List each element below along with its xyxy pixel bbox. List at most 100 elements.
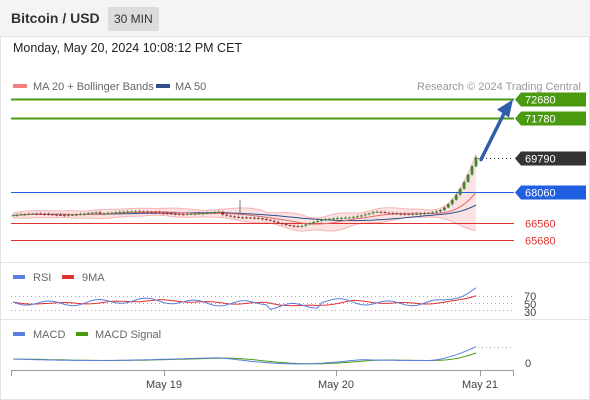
candle-body <box>288 224 292 226</box>
candle-body <box>169 213 173 215</box>
candle-body <box>308 223 312 225</box>
candle-body <box>371 212 375 214</box>
candle-body <box>78 214 82 216</box>
candle-body <box>336 218 339 220</box>
candle-body <box>383 212 387 214</box>
level-tag-65680: 65680 <box>525 236 556 248</box>
candle-body <box>225 214 229 216</box>
svg-text:71780: 71780 <box>525 114 556 126</box>
macd-label-0: 0 <box>525 358 531 370</box>
candle-body <box>466 174 470 183</box>
legend-label-macd: MACD <box>33 329 65 341</box>
candle-body <box>39 213 43 215</box>
rsi-label-30: 30 <box>524 307 536 319</box>
candle-body <box>470 166 474 175</box>
candle-body <box>241 217 244 219</box>
svg-text:66560: 66560 <box>525 219 556 231</box>
candle-body <box>328 218 331 220</box>
candle-body <box>363 214 367 216</box>
candle-body <box>268 219 272 221</box>
candle-body <box>181 214 185 216</box>
candle-body <box>427 212 430 214</box>
x-tick-label-may20: May 20 <box>318 379 354 391</box>
candle-body <box>415 213 419 215</box>
candle-body <box>320 219 324 221</box>
candle-body <box>446 204 450 208</box>
candle-body <box>138 211 142 213</box>
candle-body <box>391 212 395 214</box>
legend-swatch-macd-signal <box>76 332 88 336</box>
rsi-line <box>12 287 477 310</box>
svg-text:69790: 69790 <box>525 154 556 166</box>
legend-label-ma20: MA 20 + Bollinger Bands <box>33 81 154 93</box>
candle-body <box>272 220 276 222</box>
candle-body <box>201 213 205 215</box>
legend-swatch-macd <box>13 332 25 336</box>
candle-body <box>158 212 161 214</box>
candle-body <box>431 212 434 214</box>
candle-body <box>122 211 126 213</box>
legend-swatch-rsi <box>13 275 25 279</box>
candle-body <box>90 212 94 214</box>
candle-body <box>185 214 189 216</box>
macd-signal-line <box>12 352 477 365</box>
interval-badge[interactable]: 30 MIN <box>108 7 159 31</box>
candle-body <box>260 218 264 220</box>
candle-body <box>110 212 114 214</box>
candle-body <box>296 226 300 228</box>
candle-body <box>355 216 359 218</box>
candle-body <box>359 215 363 217</box>
candle-body <box>280 223 284 225</box>
candle-body <box>55 214 58 216</box>
forecast-arrow <box>479 109 507 162</box>
bollinger-lower-line <box>12 214 477 232</box>
candle-body <box>454 194 458 200</box>
candle-body <box>438 210 442 212</box>
candle-body <box>130 211 134 213</box>
candle-body <box>213 212 217 214</box>
candle-body <box>27 213 31 215</box>
candle-body <box>458 188 462 195</box>
legend-label-macd-signal: MACD Signal <box>95 329 161 341</box>
macd-line <box>12 346 477 365</box>
x-tick-label-may19: May 19 <box>146 379 182 391</box>
rsi-label-50: 50 <box>524 299 536 311</box>
candle-body <box>82 213 86 215</box>
level-tag-69790: 69790 <box>515 151 586 166</box>
candle-body <box>134 211 138 213</box>
candle-body <box>173 213 177 215</box>
candle-body <box>423 213 426 215</box>
candle-body <box>31 213 35 215</box>
instrument-title: Bitcoin / USD <box>11 10 100 26</box>
candle-body <box>324 219 328 221</box>
level-tag-68060: 68060 <box>515 185 586 200</box>
level-tag-66560: 66560 <box>525 219 556 231</box>
candle-body <box>407 214 411 216</box>
x-tick-label-may21: May 21 <box>462 379 498 391</box>
candle-body <box>264 218 268 220</box>
candle-body <box>435 211 438 213</box>
candle-body <box>94 212 98 214</box>
candle-body <box>118 211 122 213</box>
candle-body <box>98 212 102 214</box>
candle-body <box>395 213 399 215</box>
credit-text: Research © 2024 Trading Central <box>417 81 581 93</box>
candle-body <box>316 220 320 222</box>
legend-swatch-ma50 <box>156 84 170 88</box>
svg-text:68060: 68060 <box>525 188 556 200</box>
candle-body <box>209 212 213 214</box>
candle-body <box>462 182 466 189</box>
legend-label-rsi: RSI <box>33 272 51 284</box>
candle-body <box>43 213 47 215</box>
candle-body <box>221 211 225 215</box>
candle-body <box>249 217 252 219</box>
candle-body <box>252 217 256 219</box>
candlestick-series <box>11 155 478 229</box>
candle-body <box>217 211 221 213</box>
candle-body <box>47 214 51 216</box>
candle-body <box>67 215 70 217</box>
candle-body <box>245 217 248 219</box>
candle-body <box>347 217 351 219</box>
candle-body <box>379 211 383 213</box>
candle-body <box>193 213 197 215</box>
